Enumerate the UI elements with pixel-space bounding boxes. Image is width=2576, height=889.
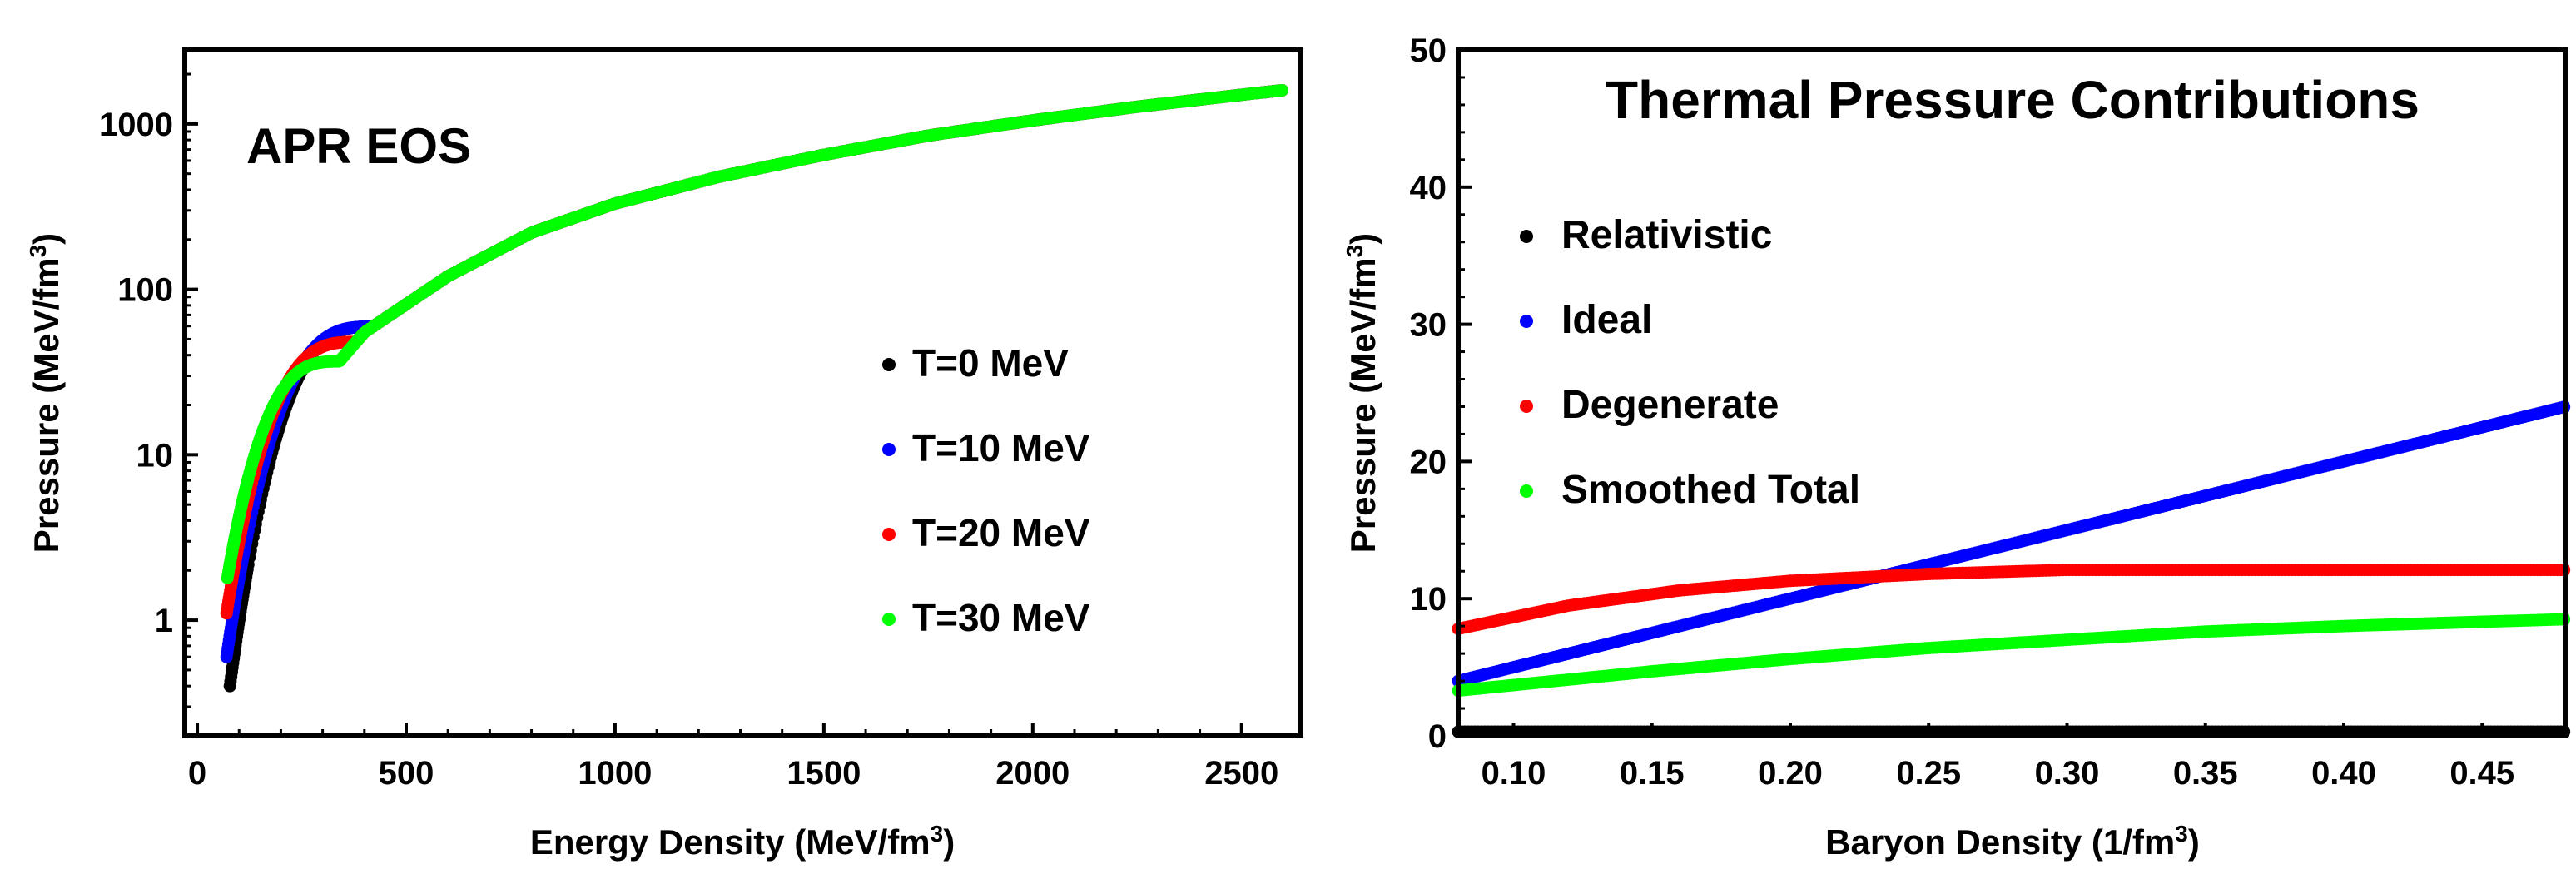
left-y-axis-label: Pressure (MeV/fm3) <box>25 233 67 553</box>
left-x-tick-label-1: 500 <box>379 755 434 792</box>
right-series-2 <box>1452 564 2571 635</box>
right-x-tick-label-4: 0.30 <box>2035 755 2100 792</box>
right-x-tick-label-1: 0.15 <box>1620 755 1685 792</box>
right-series-3 <box>1452 613 2571 698</box>
right-y-tick-label-1: 10 <box>1410 581 1447 618</box>
right-legend: Relativistic Ideal Degenerate Smoothed Tota… <box>1520 213 1860 512</box>
right-x-tick-label-6: 0.40 <box>2311 755 2376 792</box>
right-x-axis-label: Baryon Density (1/fm3) <box>1825 821 2200 862</box>
right-x-label-main: Baryon Density (1/fm <box>1825 822 2175 862</box>
left-series-group <box>220 83 1288 693</box>
left-legend-label-2: T=20 MeV <box>912 511 1090 554</box>
left-legend-marker-2 <box>882 528 896 541</box>
right-y-tick-label-5: 50 <box>1410 32 1447 69</box>
left-legend-label-1: T=10 MeV <box>912 426 1090 469</box>
left-y-tick-label-3: 1000 <box>99 107 173 143</box>
left-chart: 0 500 1000 1500 2000 2500 1 10 100 1000 APR EOS T… <box>25 47 1303 862</box>
left-legend-label-3: T=30 MeV <box>912 596 1090 639</box>
right-series-group <box>1452 400 2571 738</box>
right-chart-title: Thermal Pressure Contributions <box>1606 70 2420 130</box>
left-x-tick-label-5: 2500 <box>1204 755 1278 792</box>
right-legend-label-2: Degenerate <box>1561 383 1779 427</box>
left-y-label-main: Pressure (MeV/fm <box>27 257 66 553</box>
right-y-tick-label-3: 30 <box>1410 307 1447 344</box>
left-y-tick-label-2: 100 <box>117 272 173 309</box>
right-legend-marker-2 <box>1520 400 1533 413</box>
left-x-tick-label-3: 1500 <box>787 755 861 792</box>
left-x-tick-label-0: 0 <box>188 755 206 792</box>
right-y-tick-label-0: 0 <box>1428 718 1447 755</box>
left-legend: T=0 MeV T=10 MeV T=20 MeV T=30 MeV <box>882 341 1090 639</box>
right-legend-label-0: Relativistic <box>1561 213 1772 257</box>
right-legend-marker-1 <box>1520 315 1533 328</box>
left-series-3 <box>221 83 1288 584</box>
left-x-tick-label-4: 2000 <box>995 755 1070 792</box>
left-axis-ticks: 0 500 1000 1500 2000 2500 1 10 100 1000 <box>99 72 1278 792</box>
right-x-tick-label-3: 0.25 <box>1896 755 1961 792</box>
right-x-label-sup: 3 <box>2175 821 2188 847</box>
left-annotation: APR EOS <box>246 118 471 174</box>
right-x-tick-label-0: 0.10 <box>1482 755 1546 792</box>
left-x-label-main: Energy Density (MeV/fm <box>530 822 931 862</box>
left-point-s3-400 <box>1275 83 1288 97</box>
left-x-label-sup: 3 <box>931 821 944 847</box>
right-axis-ticks: 0.10 0.15 0.20 0.25 0.30 0.35 0.40 0.45 0 10 20 30 4… <box>1410 32 2567 792</box>
right-chart: 0.10 0.15 0.20 0.25 0.30 0.35 0.40 0.45 0 10 20 30 4… <box>1342 32 2571 862</box>
left-x-label-close: ) <box>943 822 955 862</box>
left-y-label-close: ) <box>27 233 66 245</box>
right-y-label-close: ) <box>1343 233 1382 245</box>
left-plot-frame <box>182 47 1303 738</box>
right-y-label-main: Pressure (MeV/fm <box>1343 257 1382 553</box>
right-legend-label-1: Ideal <box>1561 298 1652 342</box>
left-x-axis-label: Energy Density (MeV/fm3) <box>530 821 955 862</box>
left-legend-marker-1 <box>882 443 896 456</box>
left-legend-marker-0 <box>882 358 896 371</box>
right-y-axis-label: Pressure (MeV/fm3) <box>1342 233 1383 553</box>
right-legend-marker-0 <box>1520 230 1533 243</box>
right-legend-label-3: Smoothed Total <box>1561 468 1860 512</box>
right-y-tick-label-4: 40 <box>1410 170 1447 206</box>
left-x-tick-label-2: 1000 <box>578 755 652 792</box>
right-x-tick-label-2: 0.20 <box>1758 755 1823 792</box>
right-legend-marker-3 <box>1520 484 1533 498</box>
left-y-tick-label-1: 10 <box>136 437 174 474</box>
left-legend-marker-3 <box>882 613 896 626</box>
right-x-tick-label-7: 0.45 <box>2449 755 2514 792</box>
left-legend-label-0: T=0 MeV <box>912 341 1069 385</box>
right-y-label-sup: 3 <box>1342 245 1367 258</box>
right-x-label-close: ) <box>2188 822 2200 862</box>
left-y-tick-label-0: 1 <box>155 603 173 639</box>
left-y-label-sup: 3 <box>25 245 51 258</box>
right-y-tick-label-2: 20 <box>1410 444 1447 480</box>
right-x-tick-label-5: 0.35 <box>2173 755 2238 792</box>
